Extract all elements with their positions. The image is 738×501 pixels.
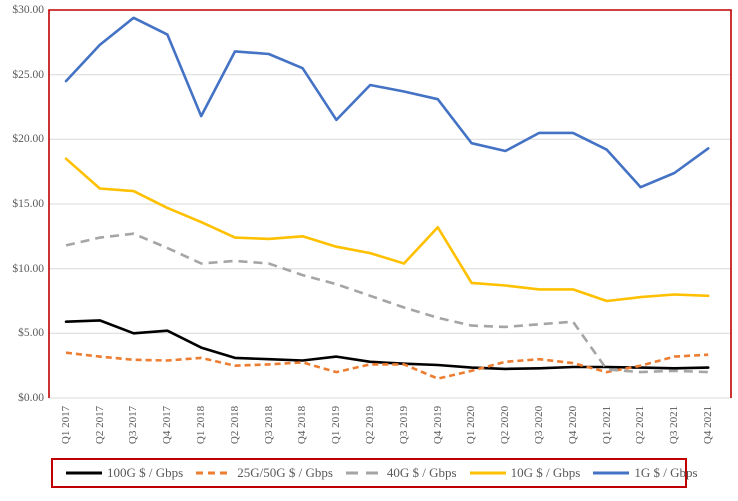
x-axis-tick-text: Q2 2021 [634,405,647,445]
series-line-1g-gbps [64,16,710,189]
x-axis-tick-text: Q1 2021 [600,405,613,445]
series-line-10g-gbps [64,157,710,303]
plot-border [48,9,732,398]
legend: 100G $ / Gbps 25G/50G $ / Gbps 40G $ / Gbp… [51,458,698,488]
x-axis-tick-text: Q4 2021 [702,405,715,445]
y-axis-tick-label: $10.00 [12,262,44,275]
legend-line-sample-icon [345,471,382,475]
legend-line-sample-icon [593,471,630,475]
x-axis-tick-text: Q1 2019 [330,405,343,445]
x-axis-tick-text: Q3 2019 [397,405,410,445]
legend-line-sample-icon [66,471,102,475]
legend-label: 25G/50G $ / Gbps [237,465,333,480]
legend-label: 40G $ / Gbps [386,465,457,480]
legend-label: 1G $ / Gbps [634,465,698,480]
y-axis-tick-label: $0.00 [18,392,44,404]
x-axis-tick-text: Q4 2018 [296,405,309,445]
x-axis-tick-text: Q1 2020 [465,405,478,445]
x-axis-tick-text: Q4 2017 [161,405,174,445]
legend-item-10g-gbps: 10G $ / Gbps [469,465,581,481]
x-axis-tick-label: Q4 2021 [685,401,731,449]
x-axis-tick-text: Q3 2018 [262,405,275,445]
legend-item-40g-gbps: 40G $ / Gbps [345,465,457,481]
series-line-40g-gbps [65,232,709,374]
x-axis-tick-text: Q3 2017 [127,405,140,445]
legend-label: 10G $ / Gbps [510,465,581,480]
x-axis-tick-text: Q2 2020 [499,405,512,445]
legend-item-25g-50g-gbps: 25G/50G $ / Gbps [195,465,333,481]
legend-label: 100G $ / Gbps [107,465,184,480]
x-axis-tick-text: Q1 2018 [195,405,208,445]
x-axis-tick-text: Q4 2020 [566,405,579,445]
x-axis-tick-text: Q2 2019 [364,405,377,445]
series-line-25g-50g-gbps [65,351,709,380]
legend-line-sample-icon [196,471,233,475]
legend-item-100g-gbps: 100G $ / Gbps [65,465,183,481]
series-line-100g-gbps [64,319,710,371]
y-axis-tick-label: $25.00 [12,68,44,81]
x-axis-tick-text: Q4 2019 [431,405,444,445]
x-axis-tick-text: Q1 2017 [59,405,72,445]
y-axis-tick-label: $30.00 [12,4,44,16]
y-axis-tick-label: $5.00 [18,327,44,340]
x-axis-tick-text: Q3 2020 [533,405,546,445]
legend-line-sample-icon [469,471,506,475]
y-axis-tick-label: $15.00 [12,198,44,210]
x-axis-tick-text: Q2 2017 [93,405,106,445]
x-axis-tick-text: Q2 2018 [228,405,241,445]
x-axis-tick-text: Q3 2021 [668,405,681,445]
y-axis-tick-label: $20.00 [12,133,44,146]
legend-item-1g-gbps: 1G $ / Gbps [592,465,698,481]
